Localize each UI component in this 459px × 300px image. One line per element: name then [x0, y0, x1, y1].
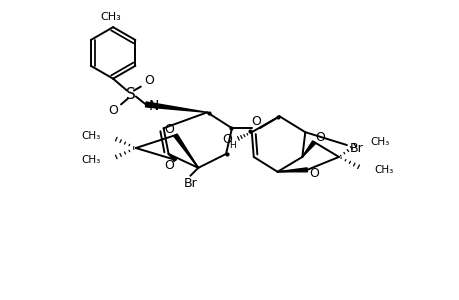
Text: S: S — [126, 87, 135, 102]
Text: O: O — [250, 115, 260, 128]
Text: Br: Br — [183, 177, 197, 190]
Text: O: O — [314, 130, 325, 144]
Polygon shape — [277, 168, 307, 172]
Text: CH₃: CH₃ — [81, 155, 100, 165]
Text: Br: Br — [349, 142, 363, 154]
Text: O: O — [108, 104, 118, 117]
Text: O: O — [164, 123, 174, 136]
Text: CH₃: CH₃ — [370, 137, 389, 147]
Text: O: O — [164, 159, 174, 172]
Text: O: O — [144, 74, 153, 87]
Text: O: O — [222, 133, 231, 146]
Polygon shape — [168, 154, 176, 161]
Text: CH₃: CH₃ — [81, 131, 100, 141]
Text: O: O — [308, 167, 319, 180]
Text: H: H — [229, 140, 236, 149]
Polygon shape — [174, 134, 198, 168]
Text: CH₃: CH₃ — [101, 12, 121, 22]
Text: CH₃: CH₃ — [374, 165, 393, 175]
Polygon shape — [302, 141, 315, 157]
Text: N: N — [148, 99, 158, 113]
Polygon shape — [145, 102, 207, 112]
